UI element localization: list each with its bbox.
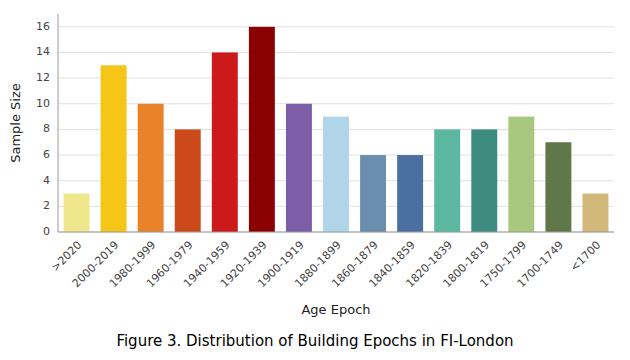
x-axis-line — [58, 232, 614, 233]
bar — [397, 155, 423, 232]
y-tick-label: 8 — [43, 122, 50, 135]
y-tick-label: 4 — [43, 174, 50, 187]
x-axis-label: Age Epoch — [301, 302, 370, 317]
grid-line — [58, 232, 614, 233]
y-tick-label: 2 — [43, 199, 50, 212]
bar — [212, 52, 238, 232]
y-axis-line — [58, 14, 59, 232]
bar — [249, 27, 275, 232]
bar — [471, 129, 497, 232]
x-tick-label: 1700-1749 — [515, 239, 567, 291]
y-tick-label: 12 — [36, 71, 50, 84]
y-axis-label: Sample Size — [8, 83, 23, 163]
grid — [58, 27, 614, 232]
bar — [286, 104, 312, 232]
bar — [434, 129, 460, 232]
bar — [545, 142, 571, 232]
bar — [64, 194, 90, 232]
grid-line — [58, 78, 614, 79]
bar — [582, 194, 608, 232]
caption: Figure 3. Distribution of Building Epoch… — [116, 332, 513, 350]
y-tick-label: 16 — [36, 20, 50, 33]
x-tick-label: <1700 — [568, 239, 604, 275]
y-tick-label: 0 — [43, 225, 50, 238]
grid-line — [58, 26, 614, 27]
bar — [175, 129, 201, 232]
bar — [360, 155, 386, 232]
chart: 0246810121416>20202000-20191980-19991960… — [0, 0, 630, 360]
bar — [138, 104, 164, 232]
y-tick-label: 10 — [36, 97, 50, 110]
y-tick-label: 6 — [43, 148, 50, 161]
bars — [64, 27, 609, 232]
x-tick-label: >2020 — [49, 239, 85, 275]
grid-line — [58, 52, 614, 53]
bar — [101, 65, 127, 232]
y-tick-label: 14 — [36, 45, 50, 58]
bar — [323, 117, 349, 232]
bar — [508, 117, 534, 232]
